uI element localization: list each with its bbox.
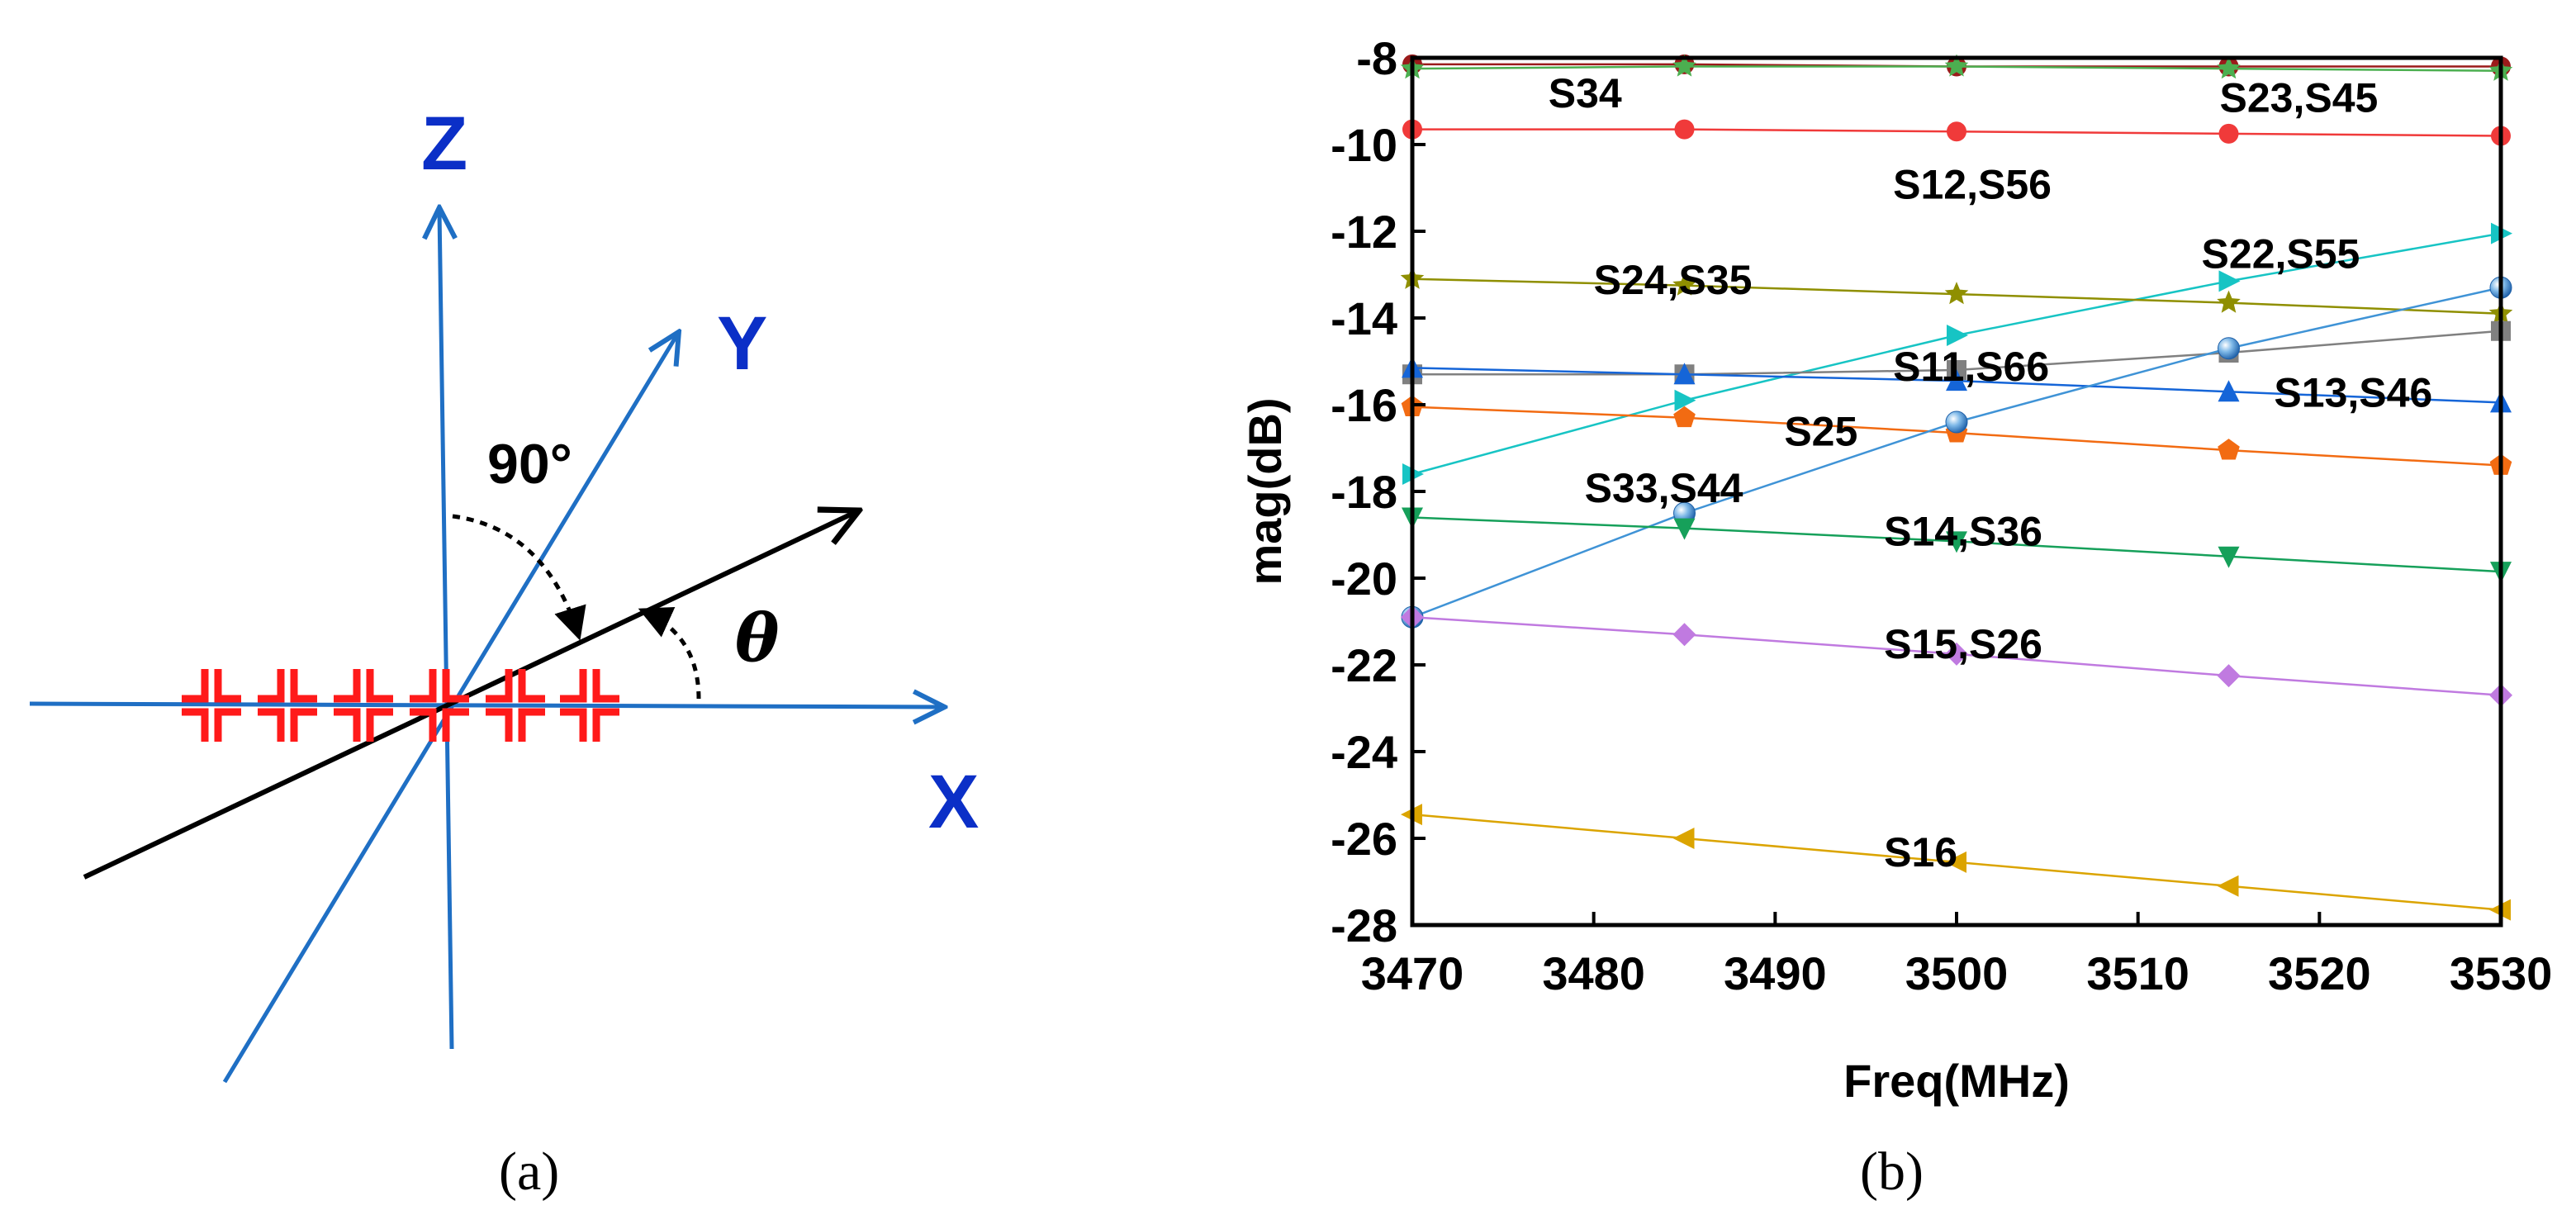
x-tick-label: 3470 <box>1361 947 1464 999</box>
z-axis-label: Z <box>421 102 467 186</box>
tick-layer: 3470 3480 3490 3500 3510 3520 3530 -8 -10 -12 -14 -… <box>1331 32 2552 999</box>
array-element <box>182 669 241 742</box>
angle-theta-label: θ <box>735 599 780 676</box>
x-tick-label: 3510 <box>2086 947 2189 999</box>
panel-a-label: (a) <box>499 1141 559 1202</box>
data-point <box>2217 664 2241 688</box>
series-annotation: S13,S46 <box>2274 369 2432 415</box>
angle-theta-arc <box>638 607 701 700</box>
data-point <box>2218 337 2240 360</box>
y-tick-label: -14 <box>1331 292 1397 344</box>
data-point <box>1946 369 1967 391</box>
data-point <box>1944 54 1969 77</box>
data-point <box>1945 851 1966 873</box>
data-point <box>1674 389 1696 411</box>
array-element <box>334 669 393 742</box>
x-tick-label: 3500 <box>1905 947 2009 999</box>
data-point <box>2218 380 2240 402</box>
data-point <box>2217 290 2241 313</box>
data-point <box>2217 56 2241 79</box>
y-tick-label: -22 <box>1331 639 1397 691</box>
series-s12-s56 <box>1402 119 2511 146</box>
angle-90-arc <box>452 514 586 641</box>
data-point <box>1945 642 1968 666</box>
data-point <box>1673 518 1696 540</box>
series-annotation: S22,S55 <box>2202 230 2360 277</box>
data-point <box>2218 546 2240 568</box>
y-tick-label: -18 <box>1331 466 1397 518</box>
data-point <box>1947 325 1968 346</box>
series-annotation: S15,S26 <box>1884 621 2042 667</box>
x-tick-label: 3490 <box>1724 947 1827 999</box>
array-element <box>410 669 469 742</box>
y-tick-label: -20 <box>1331 553 1397 605</box>
data-point <box>1944 282 1969 305</box>
data-point <box>1945 410 1968 434</box>
x-axis-line <box>29 704 942 707</box>
data-point <box>1674 119 1695 140</box>
x-axis-title: Freq(MHz) <box>1843 1055 2070 1107</box>
data-point <box>2218 123 2239 144</box>
series-annotation: S33,S44 <box>1585 465 1743 511</box>
panel-b-label: (b) <box>1860 1141 1924 1202</box>
series-annotation: S14,S36 <box>1884 508 2042 554</box>
data-point <box>1947 121 1966 142</box>
series-annotation: S25 <box>1784 409 1857 455</box>
angle-90-label: 90° <box>487 433 572 496</box>
x-tick-label: 3520 <box>2268 947 2371 999</box>
series-s13-s46 <box>1402 356 2512 413</box>
antenna-array <box>182 669 619 742</box>
series-s23-s45 <box>1400 54 2513 81</box>
y-tick-label: -8 <box>1356 32 1397 84</box>
x-axis-label: X <box>928 760 979 844</box>
series-annotation: S11,S66 <box>1893 344 2049 390</box>
x-tick-label: 3480 <box>1542 947 1645 999</box>
y-tick-label: -24 <box>1331 726 1397 778</box>
array-element <box>560 669 619 742</box>
series-annotation: S24,S35 <box>1594 257 1753 303</box>
y-tick-label: -12 <box>1331 206 1397 258</box>
series-annotation: S12,S56 <box>1893 161 2052 207</box>
data-point <box>1672 273 1696 296</box>
array-element <box>486 669 545 742</box>
direction-vector <box>83 512 856 880</box>
series-annotation: S34 <box>1549 70 1622 116</box>
y-tick-label: -26 <box>1331 813 1397 865</box>
z-axis-line <box>439 211 452 1050</box>
data-point <box>2218 270 2241 292</box>
y-tick-label: -16 <box>1331 379 1397 431</box>
series-s15-s26 <box>1401 605 2512 707</box>
series-annotation: S16 <box>1884 829 1957 875</box>
coordinate-diagram: Z Y X 90° θ (a) <box>29 102 979 1202</box>
series-annotation: S23,S45 <box>2220 74 2379 121</box>
x-tick-label: 3530 <box>2450 947 2553 999</box>
y-axis-label: Y <box>717 301 767 386</box>
data-point <box>2218 439 2240 460</box>
y-tick-label: -28 <box>1331 899 1397 951</box>
y-tick-label: -10 <box>1331 119 1397 171</box>
array-element <box>258 669 317 742</box>
data-point <box>1673 406 1696 428</box>
data-point <box>1672 54 1696 77</box>
y-axis-title: mag(dB) <box>1239 397 1291 585</box>
s-parameter-chart: S34 S23,S45 S12,S56 S22,S55 S24,S35 S11,S66 S1… <box>1239 32 2552 1202</box>
data-point <box>1672 828 1695 849</box>
data-point <box>1673 363 1696 385</box>
data-point <box>1672 623 1696 647</box>
annotation-layer: S34 S23,S45 S12,S56 S22,S55 S24,S35 S11,S66 S1… <box>1549 70 2432 875</box>
data-point <box>2217 875 2239 897</box>
data-point <box>1946 531 1967 553</box>
